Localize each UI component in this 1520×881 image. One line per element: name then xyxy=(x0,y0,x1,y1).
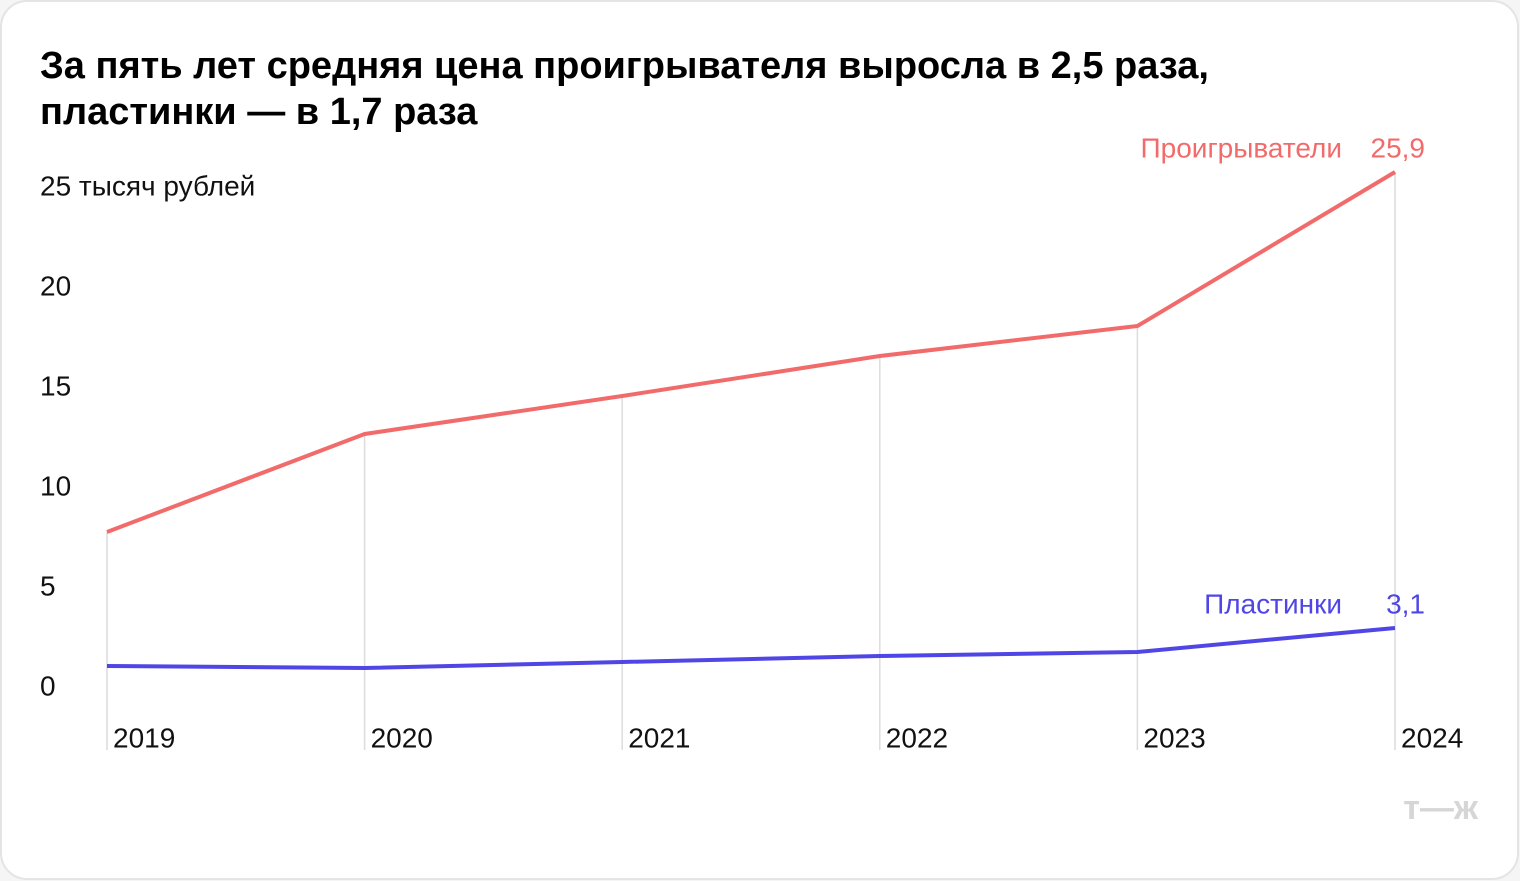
series-line xyxy=(106,626,1396,670)
y-tick-label: 15 xyxy=(40,370,71,401)
y-tick-label: 10 xyxy=(40,470,71,501)
y-tick-label: 0 xyxy=(40,670,56,701)
chart-title: пластинки — в 1,7 раза xyxy=(40,91,478,133)
series-line xyxy=(106,170,1397,534)
x-tick-label: 2022 xyxy=(886,722,948,753)
y-tick-label: 5 xyxy=(40,570,56,601)
x-tick-label: 2024 xyxy=(1401,722,1463,753)
y-tick-label: 20 xyxy=(40,270,71,301)
data-label: 25,9 xyxy=(1371,132,1426,163)
chart-title: За пять лет средняя цена проигрывателя в… xyxy=(40,45,1209,87)
x-tick-label: 2019 xyxy=(113,722,175,753)
legend-label: Проигрыватели xyxy=(1141,132,1342,163)
logo: т—ж xyxy=(1403,789,1479,827)
legend-label: Пластинки xyxy=(1204,588,1342,619)
data-label: 3,1 xyxy=(1386,588,1425,619)
x-tick-label: 2023 xyxy=(1143,722,1205,753)
x-tick-label: 2021 xyxy=(628,722,690,753)
y-tick-label: 25 тысяч рублей xyxy=(40,170,255,201)
x-tick-label: 2020 xyxy=(371,722,433,753)
